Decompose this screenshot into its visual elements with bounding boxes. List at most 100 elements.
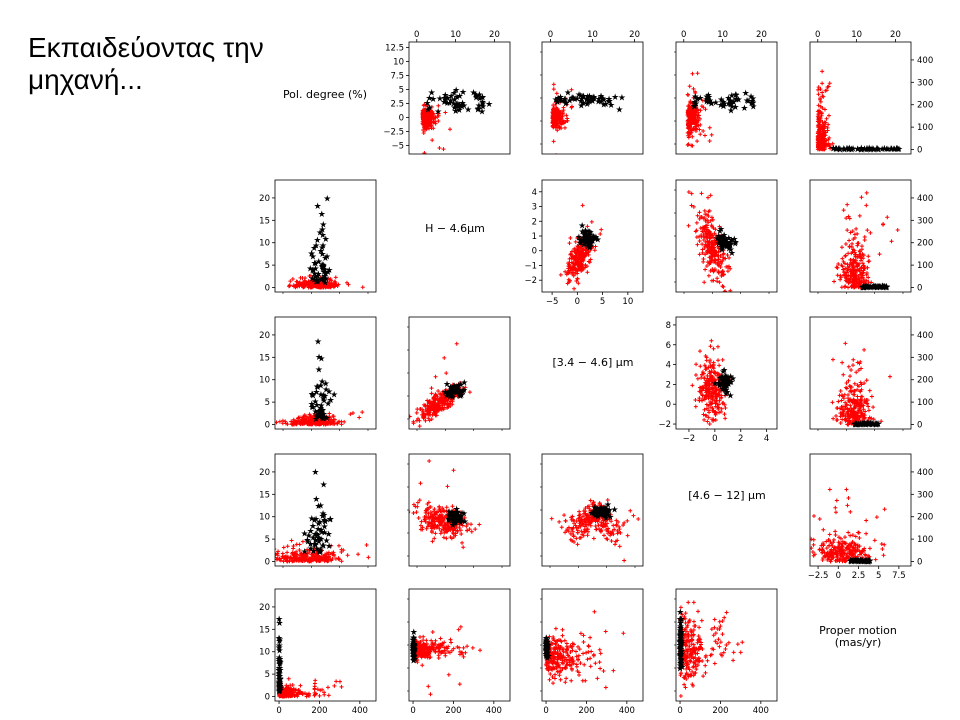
black-star-point: ★ [473, 92, 481, 102]
black-star-point: ★ [863, 420, 871, 430]
black-star-point: ★ [863, 145, 871, 155]
red-plus-point [816, 92, 821, 97]
red-plus-point [847, 238, 852, 243]
black-star-point: ★ [460, 509, 468, 519]
black-star-point: ★ [845, 145, 853, 155]
red-plus-point [557, 117, 562, 122]
red-plus-point [449, 519, 454, 524]
black-star-point: ★ [836, 145, 844, 155]
red-plus-point [714, 399, 719, 404]
red-plus-point [704, 383, 709, 388]
black-star-point: ★ [445, 508, 453, 518]
black-star-point: ★ [315, 538, 323, 548]
black-star-point: ★ [722, 381, 730, 391]
red-plus-point [405, 421, 409, 425]
red-plus-point [712, 254, 717, 259]
black-star-point: ★ [475, 90, 483, 100]
black-star-point: ★ [578, 95, 586, 105]
black-star-point: ★ [583, 95, 591, 105]
black-star-point: ★ [867, 419, 875, 429]
red-plus-point [702, 407, 707, 412]
red-plus-point [423, 418, 428, 423]
black-star-point: ★ [691, 102, 699, 112]
red-plus-point [840, 412, 845, 417]
red-plus-point [599, 503, 604, 508]
red-plus-point [711, 408, 716, 413]
red-plus-point [713, 401, 718, 406]
black-star-point: ★ [869, 420, 877, 430]
red-plus-point [704, 235, 709, 240]
black-star-point: ★ [308, 400, 316, 410]
black-star-point: ★ [308, 275, 316, 285]
black-star-point: ★ [599, 510, 607, 520]
black-star-point: ★ [309, 522, 317, 532]
red-plus-point [563, 519, 568, 524]
red-plus-point [557, 125, 562, 130]
red-plus-point [704, 355, 709, 360]
red-plus-point [838, 277, 843, 282]
red-plus-point [587, 243, 592, 248]
black-star-point: ★ [448, 508, 456, 518]
red-plus-point [816, 103, 821, 108]
black-star-point: ★ [717, 225, 725, 235]
black-star-point: ★ [585, 228, 593, 238]
red-plus-point [695, 242, 700, 247]
black-star-point: ★ [890, 145, 898, 155]
red-plus-point [708, 405, 713, 410]
black-star-point: ★ [725, 377, 733, 387]
black-star-point: ★ [590, 233, 598, 243]
red-plus-point [723, 406, 728, 411]
red-plus-point [848, 403, 853, 408]
black-star-point: ★ [556, 95, 564, 105]
black-star-point: ★ [323, 252, 331, 262]
black-star-point: ★ [444, 390, 452, 400]
red-plus-point [409, 510, 411, 512]
red-plus-point [318, 275, 323, 280]
red-plus-point [846, 396, 851, 401]
red-plus-point [422, 102, 427, 107]
black-star-point: ★ [883, 283, 891, 293]
red-plus-point [846, 364, 851, 369]
black-star-point: ★ [722, 373, 730, 383]
black-star-point: ★ [308, 250, 316, 260]
black-star-point: ★ [485, 100, 493, 110]
red-plus-point [830, 357, 835, 362]
red-plus-point [558, 272, 563, 277]
red-plus-point [291, 546, 296, 551]
black-star-point: ★ [863, 283, 871, 293]
black-star-point: ★ [584, 92, 592, 102]
red-plus-point [568, 537, 573, 542]
red-plus-point [709, 215, 714, 220]
black-star-point: ★ [832, 145, 840, 155]
black-star-point: ★ [853, 420, 861, 430]
red-plus-point [615, 538, 620, 543]
black-star-point: ★ [712, 98, 720, 108]
red-plus-point [691, 120, 696, 125]
red-plus-point [593, 513, 598, 518]
black-star-point: ★ [316, 548, 324, 558]
black-star-point: ★ [322, 536, 330, 546]
black-star-point: ★ [589, 95, 597, 105]
red-plus-point [702, 417, 707, 422]
red-plus-point [455, 529, 460, 534]
red-plus-point [560, 114, 565, 119]
black-star-point: ★ [718, 243, 726, 253]
black-star-point: ★ [317, 275, 325, 285]
black-star-point: ★ [450, 386, 458, 396]
red-plus-point [575, 530, 580, 535]
red-plus-point [319, 284, 324, 289]
black-star-point: ★ [453, 387, 461, 397]
red-plus-point [269, 549, 273, 553]
black-star-point: ★ [594, 235, 602, 245]
black-star-point: ★ [593, 504, 601, 514]
red-plus-point [858, 399, 863, 404]
red-plus-point [582, 529, 587, 534]
red-plus-point [688, 122, 693, 127]
red-plus-point [840, 360, 845, 365]
red-plus-point [450, 399, 455, 404]
x-tick-label: 10 [717, 30, 728, 40]
black-star-point: ★ [311, 540, 319, 550]
red-plus-point [601, 504, 606, 509]
black-star-point: ★ [594, 509, 602, 519]
red-plus-point [842, 284, 847, 289]
